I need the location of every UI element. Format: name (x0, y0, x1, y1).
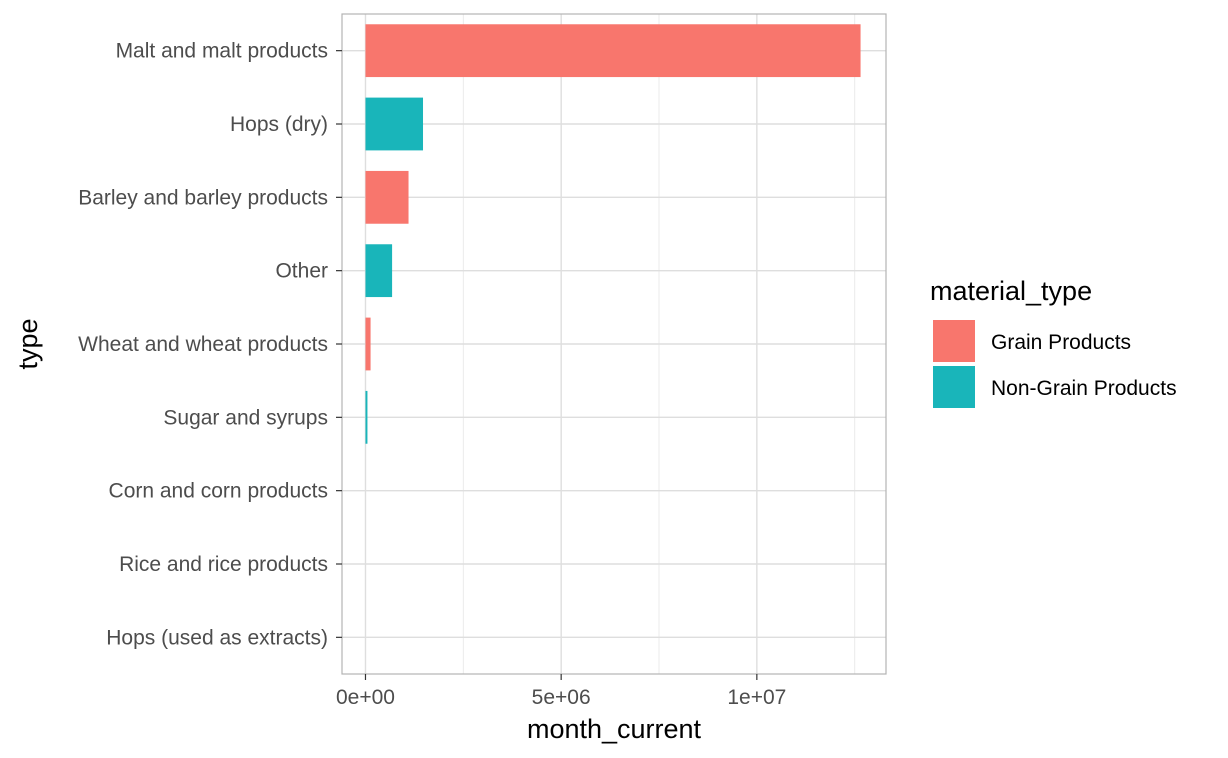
bar (365, 244, 393, 298)
bar (365, 97, 424, 151)
y-tick-label: Hops (used as extracts) (106, 626, 328, 649)
y-tick-label: Hops (dry) (230, 113, 328, 136)
legend-swatch (933, 366, 975, 408)
y-axis-title: type (13, 318, 43, 369)
y-tick-label: Malt and malt products (116, 40, 328, 63)
y-tick-label: Wheat and wheat products (78, 333, 328, 356)
y-tick-label: Other (275, 260, 328, 283)
legend-label: Grain Products (991, 331, 1131, 354)
y-tick-label: Sugar and syrups (163, 406, 328, 429)
y-tick-label: Barley and barley products (78, 186, 328, 209)
legend-title: material_type (930, 276, 1092, 306)
bar (365, 390, 368, 444)
legend: material_type Grain Products Non-Grain Pr… (930, 276, 1177, 408)
legend-swatch (933, 320, 975, 362)
bar-layer (365, 24, 861, 444)
legend-label: Non-Grain Products (991, 377, 1177, 400)
x-tick-label: 1e+07 (727, 686, 786, 709)
x-tick-label: 5e+06 (532, 686, 591, 709)
bar (365, 24, 861, 78)
bar (365, 317, 371, 371)
bar (365, 170, 409, 224)
y-tick-label: Rice and rice products (119, 553, 328, 576)
x-axis-title: month_current (527, 714, 702, 744)
axis-layer: Malt and malt products Hops (dry) Barley a… (78, 40, 786, 709)
x-tick-label: 0e+00 (336, 686, 395, 709)
y-tick-label: Corn and corn products (109, 480, 328, 503)
grid-layer (342, 14, 886, 674)
